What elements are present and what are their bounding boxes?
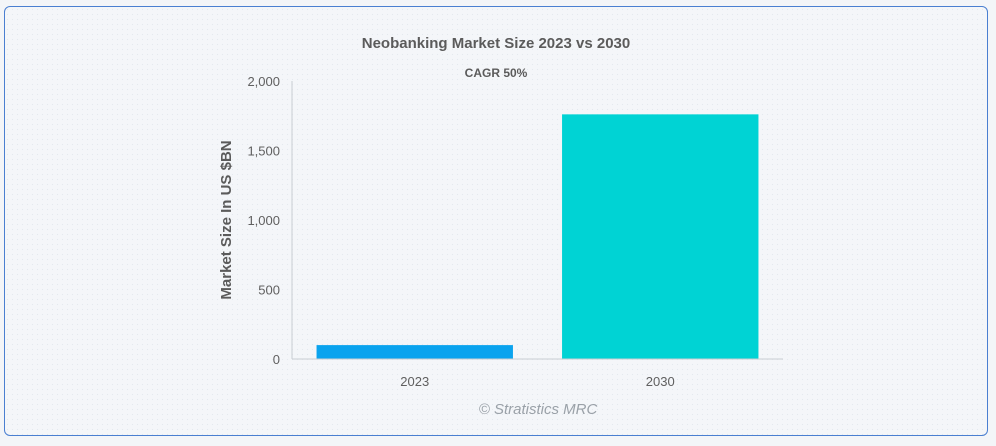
bars xyxy=(316,114,759,359)
credit-text: © Stratistics MRC xyxy=(479,401,598,418)
bar-2023 xyxy=(316,345,513,359)
y-tick-label: 1,500 xyxy=(247,144,280,159)
y-axis: 0 500 1,000 1,500 2,000 xyxy=(247,74,293,367)
x-tick-label: 2030 xyxy=(646,374,675,389)
y-tick-label: 500 xyxy=(258,283,280,298)
y-tick-label: 2,000 xyxy=(247,74,280,89)
y-tick-label: 0 xyxy=(273,352,280,367)
bar-2030 xyxy=(562,114,759,359)
chart-title: Neobanking Market Size 2023 vs 2030 xyxy=(362,35,630,52)
y-tick-label: 1,000 xyxy=(247,213,280,228)
x-axis: 2023 2030 xyxy=(292,358,783,389)
chart-frame xyxy=(4,6,988,436)
chart-subtitle: CAGR 50% xyxy=(465,66,528,80)
y-axis-label: Market Size In US $BN xyxy=(218,140,235,299)
x-tick-label: 2023 xyxy=(400,374,429,389)
